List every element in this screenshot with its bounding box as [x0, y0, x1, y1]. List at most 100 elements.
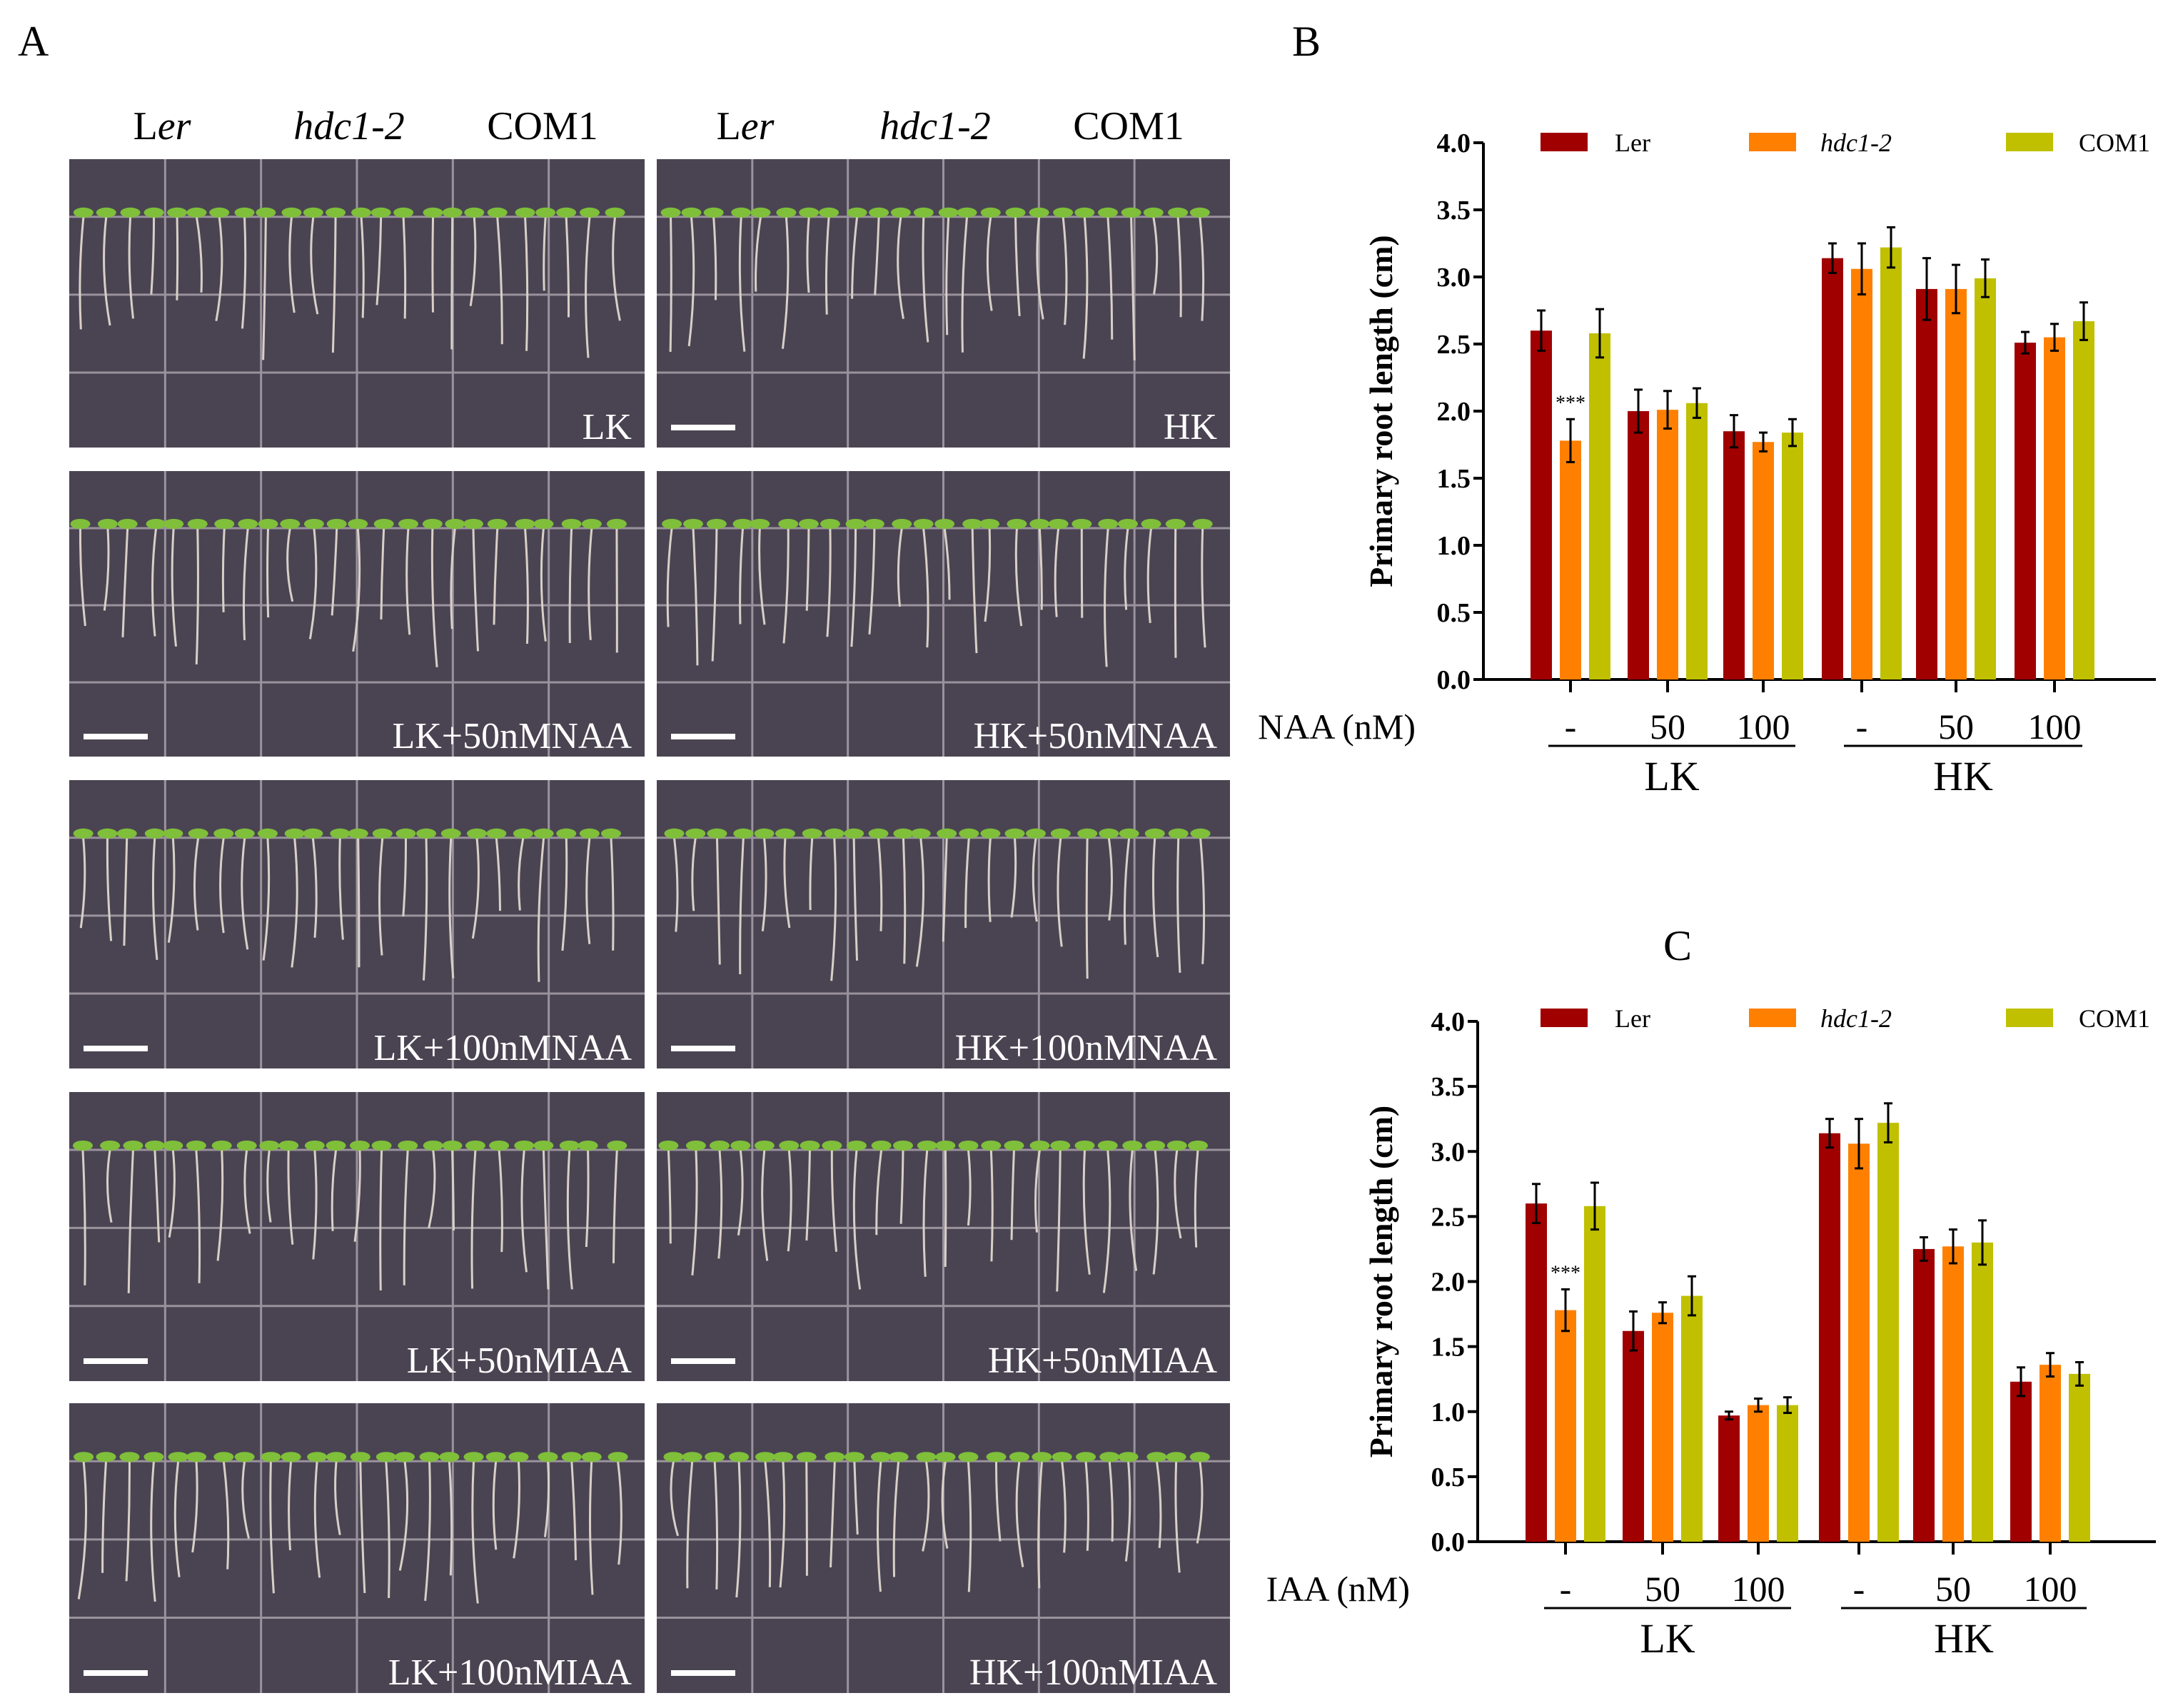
seedling-root — [471, 837, 480, 939]
seedling-root — [902, 837, 907, 964]
y-tick-label: 3.0 — [1431, 1137, 1466, 1167]
seedling-leaf — [1029, 207, 1049, 218]
seedling-root — [922, 216, 929, 343]
seedling-root — [540, 527, 547, 642]
seedling-leaf — [658, 1141, 679, 1151]
seedling-root — [995, 1461, 1002, 1542]
seedling-leaf — [1122, 1141, 1143, 1151]
group-label: LK — [1644, 753, 1699, 799]
x-tick-label: 100 — [1732, 1569, 1785, 1609]
column-header-italic: er — [158, 104, 191, 148]
seedling-leaf — [398, 1141, 418, 1151]
seedling-leaf — [1050, 1141, 1071, 1151]
seedling-leaf — [394, 1452, 415, 1462]
seedling-root — [875, 1149, 883, 1235]
seedling-leaf — [731, 207, 752, 218]
scale-bar — [84, 1670, 148, 1676]
seedling-leaf — [423, 1141, 443, 1151]
seedling-root — [781, 216, 790, 349]
seedling-leaf — [847, 207, 867, 218]
seedling-leaf — [1074, 207, 1095, 218]
seedling-leaf — [485, 1452, 506, 1462]
seedling-root — [542, 1149, 550, 1290]
seedling-leaf — [754, 1141, 775, 1151]
seedling-root — [673, 837, 679, 932]
seedling-leaf — [372, 828, 393, 839]
bar-COM1 — [2073, 321, 2094, 679]
seedling-leaf — [685, 1141, 706, 1151]
seedling-root — [288, 1461, 293, 1551]
seedling-leaf — [515, 207, 535, 218]
column-header-italic: er — [741, 104, 775, 148]
column-header: COM1 — [1073, 104, 1184, 148]
seedling-leaf — [750, 519, 770, 529]
bar-COM1 — [1584, 1206, 1605, 1542]
seedling-root — [686, 1461, 694, 1589]
seedling-root — [125, 1461, 131, 1582]
seedling-leaf — [893, 828, 914, 839]
seedling-leaf — [487, 519, 508, 529]
seedling-root — [566, 1149, 573, 1290]
seedling-root — [971, 527, 978, 654]
seedling-root — [944, 1149, 947, 1267]
seedling-leaf — [143, 207, 164, 218]
seedling-leaf — [167, 207, 188, 218]
seedling-root — [830, 837, 837, 981]
seedling-root — [221, 527, 226, 612]
seedling-leaf — [375, 1452, 396, 1462]
seedling-root — [737, 1149, 744, 1236]
y-tick-label: 0.0 — [1431, 1527, 1466, 1557]
seedling-root — [1124, 527, 1129, 610]
bar-COM1 — [1589, 333, 1610, 679]
bar-hdc1-2 — [1848, 1143, 1870, 1542]
seedling-leaf — [186, 1141, 206, 1151]
seedling-root — [755, 216, 762, 292]
group-label: HK — [1934, 1615, 1994, 1662]
seedling-leaf — [281, 207, 302, 218]
y-tick-label: 2.0 — [1431, 1268, 1466, 1298]
seedling-root — [806, 216, 810, 293]
seedling-leaf — [284, 828, 305, 839]
seedling-leaf — [750, 207, 771, 218]
seedling-root — [496, 216, 503, 345]
seedling-leaf — [979, 519, 1000, 529]
bar-Ler — [1916, 288, 1937, 679]
seedling-root — [989, 1149, 994, 1262]
bar-hdc1-2 — [1652, 1313, 1673, 1542]
y-tick-label: 1.0 — [1437, 531, 1471, 561]
seedling-leaf — [844, 828, 864, 839]
seedling-leaf — [119, 1452, 140, 1462]
seedling-root — [851, 216, 859, 299]
seedling-root — [986, 216, 993, 311]
seedling-leaf — [871, 1141, 892, 1151]
seedling-leaf — [464, 207, 485, 218]
seedling-root — [1174, 1461, 1181, 1573]
seedling-root — [830, 1149, 838, 1252]
bar-Ler — [1623, 1330, 1644, 1542]
seedling-leaf — [487, 207, 508, 218]
seedling-leaf — [958, 1141, 979, 1151]
panel-label-c: C — [1663, 922, 1692, 969]
seedling-leaf — [326, 207, 346, 218]
seedling-leaf — [439, 1452, 460, 1462]
seedling-root — [219, 837, 225, 934]
column-header: hdc1-2 — [879, 104, 991, 148]
seedling-plate: HK+100nMIAA — [657, 1403, 1230, 1693]
seedling-leaf — [776, 207, 797, 218]
seedling-leaf — [1188, 1141, 1209, 1151]
seedling-root — [1108, 1461, 1114, 1542]
seedling-root — [334, 1461, 341, 1535]
seedling-leaf — [120, 207, 141, 218]
x-tick-label: 100 — [2028, 707, 2082, 747]
panel-label-b: B — [1292, 18, 1321, 65]
seedling-leaf — [980, 828, 1001, 839]
seedling-leaf — [729, 1452, 750, 1462]
seedling-root — [241, 216, 247, 329]
seedling-leaf — [257, 828, 278, 839]
seedling-root — [570, 1461, 578, 1560]
seedling-root — [713, 1461, 719, 1590]
seedling-root — [897, 527, 903, 607]
seedling-root — [585, 1149, 590, 1248]
seedling-root — [312, 1149, 318, 1260]
